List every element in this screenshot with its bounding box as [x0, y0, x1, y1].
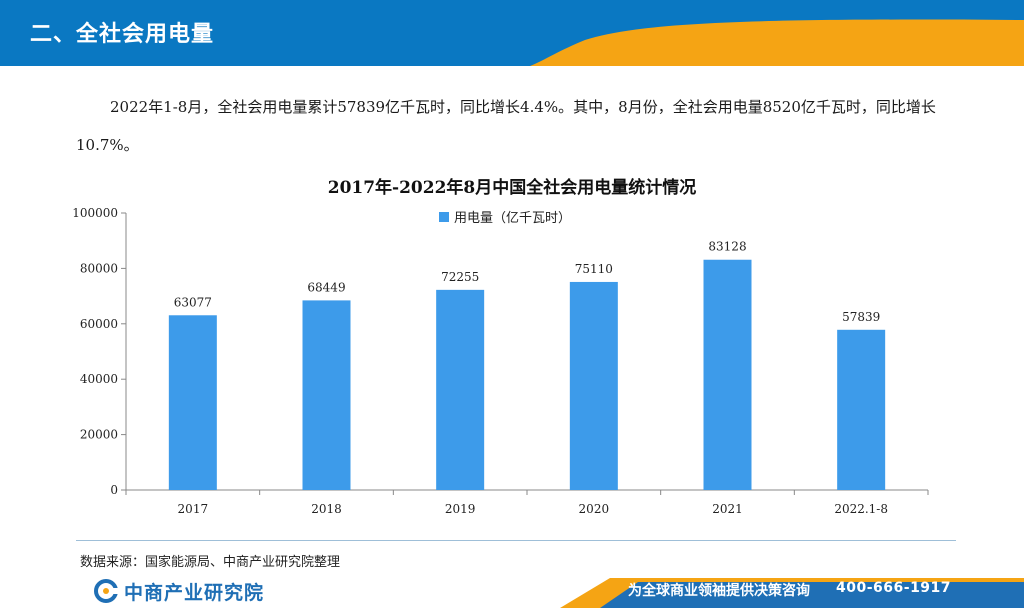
bar-2022.1-8 — [837, 329, 886, 490]
source-divider — [76, 540, 956, 541]
bar-2019 — [436, 289, 485, 490]
bar-2021 — [703, 259, 752, 490]
summary-paragraph: 2022年1-8月，全社会用电量累计57839亿千瓦时，同比增长4.4%。其中，… — [76, 98, 936, 154]
footer-bar — [0, 574, 1024, 608]
y-tick-label: 0 — [110, 483, 118, 497]
company-logo-icon — [94, 579, 118, 603]
x-tick-label: 2021 — [712, 502, 743, 516]
x-tick-label: 2019 — [445, 502, 476, 516]
x-tick-label: 2018 — [311, 502, 342, 516]
data-label: 63077 — [174, 295, 212, 309]
data-label: 83128 — [708, 240, 746, 254]
data-label: 68449 — [307, 280, 345, 294]
x-tick-label: 2017 — [178, 502, 209, 516]
bar-2020 — [569, 281, 618, 490]
header-background — [0, 0, 1024, 66]
bar-chart: 0 20000 40000 60000 80000 100000 63077 2017 6844… — [72, 206, 929, 516]
y-tick-label: 80000 — [80, 261, 118, 275]
footer-slogan: 为全球商业领袖提供决策咨询 — [628, 583, 810, 599]
y-tick-label: 60000 — [80, 317, 118, 331]
y-tick-label: 20000 — [80, 428, 118, 442]
header-banner: 二、全社会用电量 — [0, 0, 1024, 66]
y-tick-label: 40000 — [80, 372, 118, 386]
data-source: 数据来源：国家能源局、中商产业研究院整理 — [80, 555, 341, 570]
chart-title: 2017年-2022年8月中国全社会用电量统计情况 — [327, 178, 697, 198]
y-tick-label: 100000 — [72, 206, 118, 220]
legend-swatch — [439, 212, 449, 222]
data-label: 57839 — [842, 310, 880, 324]
bar-2017 — [168, 315, 217, 490]
footer-background — [0, 574, 1024, 608]
company-logo-text: 中商产业研究院 — [124, 582, 265, 604]
data-label: 75110 — [575, 262, 613, 276]
footer-hotline: 400-666-1917 — [836, 580, 952, 596]
data-label: 72255 — [441, 270, 479, 284]
legend-label: 用电量（亿千瓦时） — [454, 211, 571, 226]
bar-2018 — [302, 300, 351, 490]
x-tick-label: 2022.1-8 — [834, 502, 888, 516]
page-title: 二、全社会用电量 — [30, 22, 215, 47]
x-tick-label: 2020 — [579, 502, 610, 516]
